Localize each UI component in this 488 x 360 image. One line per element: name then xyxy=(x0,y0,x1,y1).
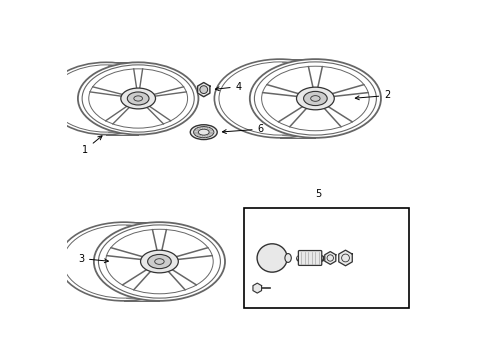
Ellipse shape xyxy=(296,87,334,110)
Polygon shape xyxy=(90,87,122,96)
Polygon shape xyxy=(262,85,298,96)
Ellipse shape xyxy=(193,127,213,138)
Ellipse shape xyxy=(78,62,198,135)
FancyBboxPatch shape xyxy=(298,251,321,265)
Polygon shape xyxy=(106,248,142,260)
Polygon shape xyxy=(147,106,170,124)
Ellipse shape xyxy=(140,250,178,273)
Text: 3: 3 xyxy=(78,253,108,264)
Text: 2: 2 xyxy=(355,90,390,100)
Ellipse shape xyxy=(147,255,171,269)
Polygon shape xyxy=(332,85,367,96)
Ellipse shape xyxy=(198,129,209,135)
Ellipse shape xyxy=(303,91,326,105)
Ellipse shape xyxy=(249,59,380,138)
Polygon shape xyxy=(308,66,322,87)
Polygon shape xyxy=(122,270,150,290)
Circle shape xyxy=(200,86,207,94)
Polygon shape xyxy=(338,250,351,266)
Ellipse shape xyxy=(121,88,155,109)
Text: 1: 1 xyxy=(82,136,102,155)
Ellipse shape xyxy=(257,244,286,272)
Ellipse shape xyxy=(94,222,224,301)
Polygon shape xyxy=(105,106,129,124)
Text: 5: 5 xyxy=(315,189,321,199)
Polygon shape xyxy=(278,107,306,127)
Polygon shape xyxy=(197,82,209,97)
Polygon shape xyxy=(133,69,142,88)
Ellipse shape xyxy=(285,253,291,262)
Polygon shape xyxy=(152,229,166,250)
Ellipse shape xyxy=(190,125,217,140)
Polygon shape xyxy=(324,107,352,127)
Text: 6: 6 xyxy=(222,124,263,134)
Ellipse shape xyxy=(127,92,149,105)
Polygon shape xyxy=(252,283,261,293)
Polygon shape xyxy=(154,87,186,96)
Polygon shape xyxy=(324,252,335,264)
Polygon shape xyxy=(176,248,212,260)
Text: 4: 4 xyxy=(215,82,241,91)
Bar xyxy=(244,208,408,307)
Polygon shape xyxy=(168,270,196,290)
